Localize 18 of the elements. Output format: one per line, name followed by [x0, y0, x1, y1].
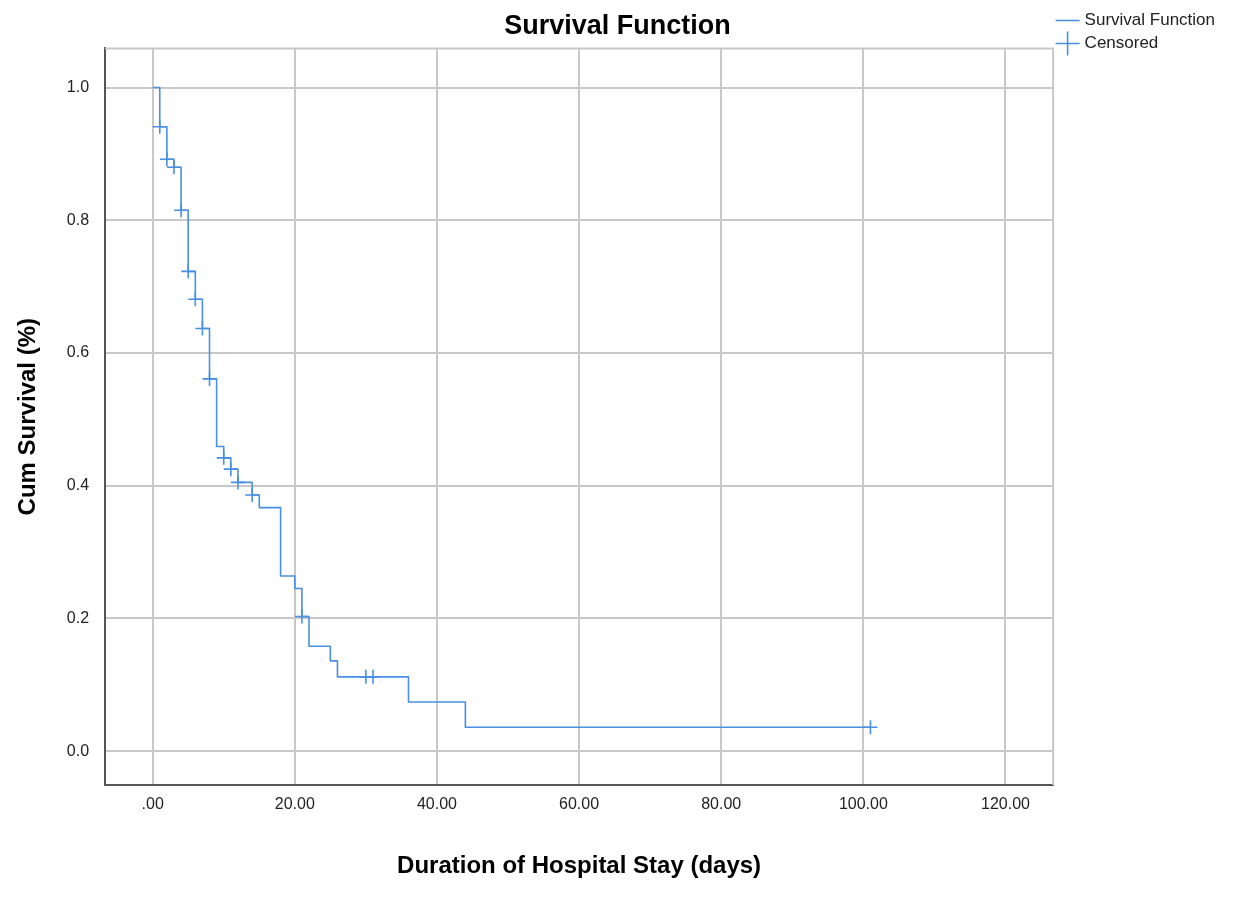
y-tick-label: 0.2: [66, 608, 90, 626]
legend-label: Censored: [1084, 33, 1159, 53]
y-axis-title: Cum Survival (%): [13, 318, 41, 516]
y-tick-label: 0.6: [66, 343, 90, 361]
x-tick-label: 100.00: [838, 795, 888, 813]
x-tick-label: 40.00: [416, 795, 458, 813]
x-tick-label: 60.00: [559, 795, 600, 813]
x-axis-title: Duration of Hospital Stay (days): [397, 851, 762, 879]
legend-label: Survival Function: [1084, 10, 1215, 30]
x-tick-label: 20.00: [274, 795, 315, 813]
chart-title: Survival Function: [504, 9, 731, 40]
y-tick-label: 0.8: [66, 210, 90, 228]
x-tick-label: .00: [141, 795, 164, 813]
x-tick-label: 120.00: [981, 795, 1031, 813]
x-tick-label: 80.00: [701, 795, 742, 813]
y-tick-label: 0.4: [66, 476, 90, 494]
y-tick-label: 1.0: [66, 77, 90, 95]
y-tick-label: 0.0: [66, 741, 90, 759]
